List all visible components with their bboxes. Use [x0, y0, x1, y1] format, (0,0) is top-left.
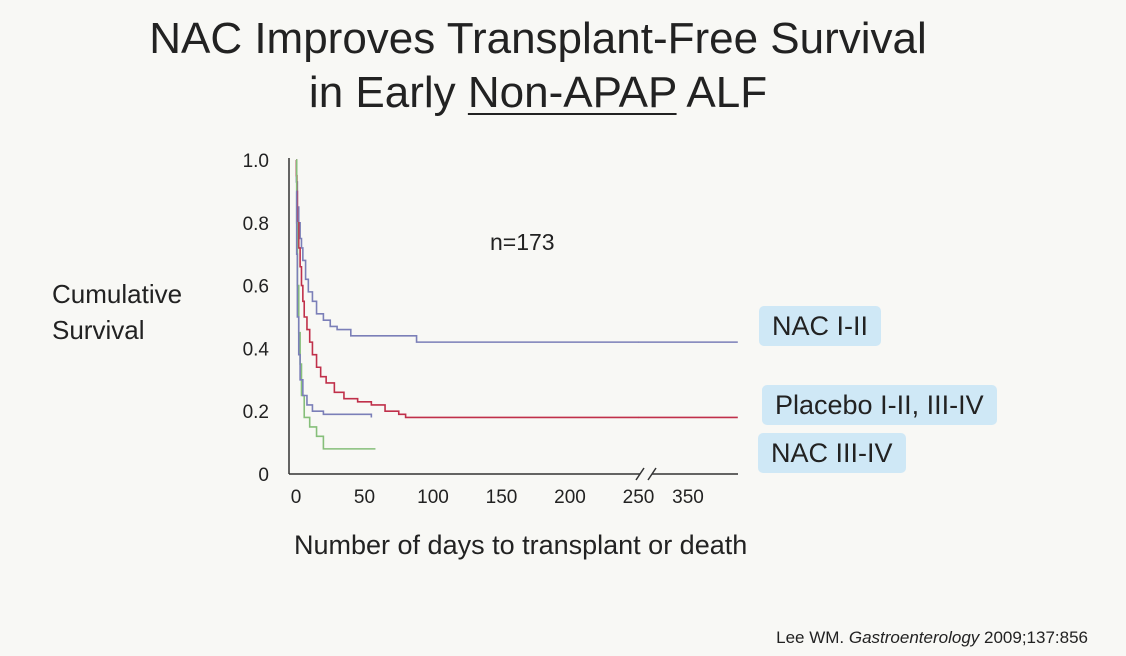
- title-line-1: NAC Improves Transplant-Free Survival: [149, 14, 927, 63]
- survival-curve-secondary: [295, 190, 373, 418]
- chart-axes: [288, 158, 738, 481]
- y-axis-label-line-2: Survival: [52, 315, 145, 345]
- x-tick-label: 100: [417, 487, 449, 508]
- y-tick-label: 0.4: [243, 339, 270, 360]
- x-tick-label: 350: [672, 487, 704, 508]
- y-axis-label: Cumulative Survival: [52, 276, 182, 348]
- axis-break-mark: [647, 467, 657, 481]
- y-tick-label: 0: [258, 465, 269, 486]
- citation: Lee WM. Gastroenterology 2009;137:856: [776, 628, 1088, 648]
- x-tick-label: 250: [623, 487, 655, 508]
- legend-label-placebo: Placebo I-II, III-IV: [762, 385, 997, 425]
- slide-title: NAC Improves Transplant-Free Survival in…: [0, 12, 1076, 120]
- title-line-2: in Early Non-APAP ALF: [0, 66, 1076, 120]
- survival-curves: [295, 159, 738, 450]
- citation-author: Lee WM.: [776, 628, 849, 647]
- citation-details: 2009;137:856: [979, 628, 1088, 647]
- axis-break-mark: [635, 467, 645, 481]
- x-tick-label: 0: [291, 487, 302, 508]
- legend-label-nac-3-4: NAC III-IV: [758, 433, 906, 473]
- y-tick-label: 0.8: [243, 214, 269, 235]
- tick-labels: 1.0 0.8 0.6 0.4 0.2 0 0 50 100 150 200 250 350: [243, 151, 704, 508]
- y-axis-label-line-1: Cumulative: [52, 279, 183, 309]
- title-line-2-post: ALF: [676, 68, 768, 117]
- y-tick-label: 0.2: [243, 402, 269, 423]
- citation-journal: Gastroenterology: [848, 628, 980, 647]
- x-tick-label: 50: [354, 487, 375, 508]
- x-axis-label: Number of days to transplant or death: [294, 530, 748, 560]
- title-line-2-pre: in Early: [308, 68, 468, 117]
- survival-curve-placebo-i-ii-iii-iv: [295, 159, 639, 419]
- y-tick-label: 1.0: [243, 151, 269, 172]
- title-underlined-term: Non-APAP: [467, 68, 677, 117]
- x-tick-label: 150: [486, 487, 518, 508]
- legend-label-nac-1-2: NAC I-II: [759, 306, 882, 346]
- y-tick-label: 0.6: [243, 277, 269, 298]
- x-tick-label: 200: [554, 487, 586, 508]
- survival-curve-nac-i-ii: [295, 159, 639, 343]
- sample-size-annotation: n=173: [490, 229, 555, 255]
